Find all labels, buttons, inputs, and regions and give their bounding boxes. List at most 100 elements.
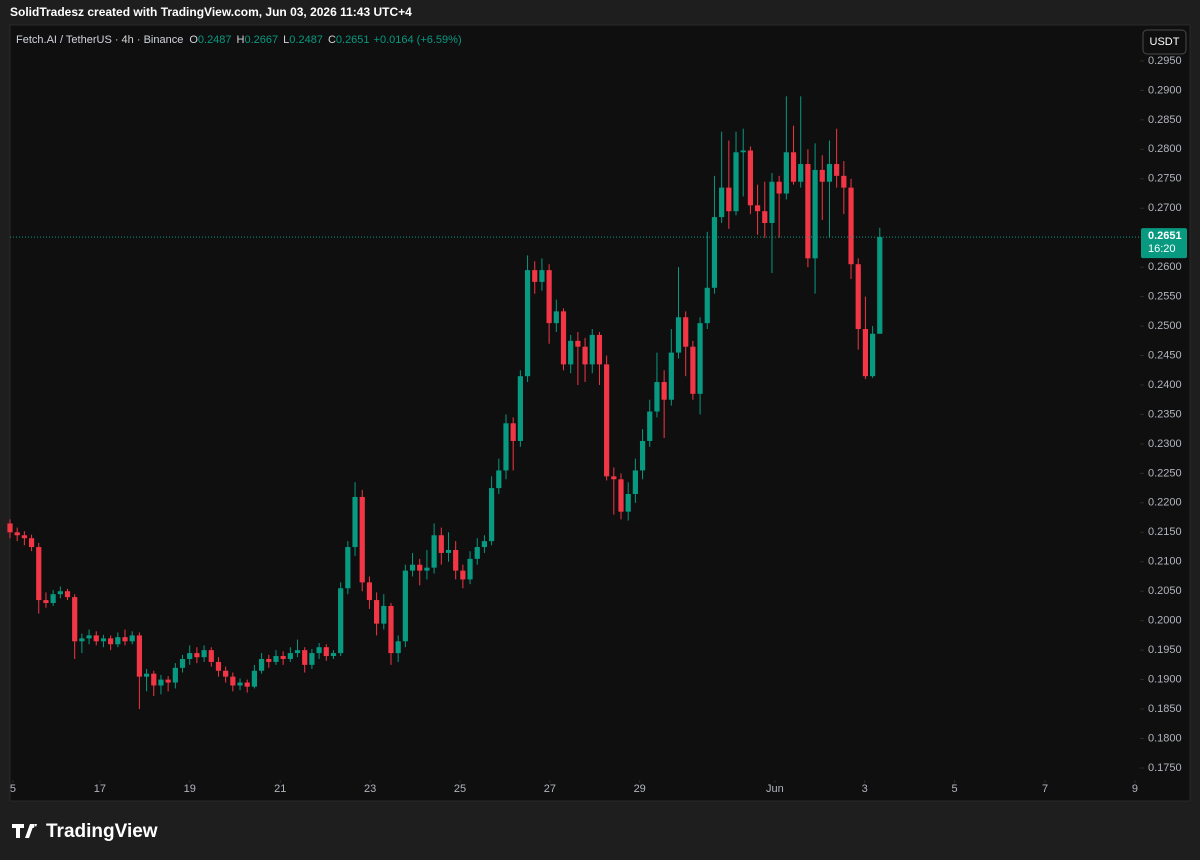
candle-body: [783, 152, 789, 194]
candle-body: [151, 673, 157, 686]
candle-body: [424, 567, 430, 571]
candle-body: [381, 605, 387, 624]
candle-body: [7, 523, 13, 533]
x-tick-label: 25: [454, 783, 466, 795]
ohlc-value: 0.2487: [198, 34, 232, 46]
currency-button[interactable]: USDT: [1150, 36, 1180, 48]
candle-body: [618, 479, 624, 512]
y-tick-label: 0.1850: [1148, 703, 1182, 715]
candle-body: [108, 638, 114, 645]
countdown-label: 16:20: [1148, 243, 1176, 255]
candle-body: [237, 682, 243, 686]
candle-body: [93, 635, 99, 642]
candle-body: [575, 340, 581, 347]
y-tick-label: 0.2550: [1148, 291, 1182, 303]
candle-body: [438, 535, 444, 553]
candle-body: [57, 591, 63, 595]
legend: Fetch.AI / TetherUS · 4h · Binance O0.248…: [16, 34, 462, 46]
candle-body: [805, 164, 811, 259]
x-tick-label: 29: [634, 783, 646, 795]
y-tick-label: 0.2450: [1148, 349, 1182, 361]
candle-body: [28, 538, 35, 548]
y-tick-label: 0.2500: [1148, 320, 1182, 332]
y-tick-label: 0.2350: [1148, 408, 1182, 420]
ohlc-key: H: [237, 34, 245, 46]
candle-body: [510, 423, 516, 441]
candle-body: [251, 670, 258, 687]
ohlc-key: O: [189, 34, 198, 46]
ohlc-value: 0.2667: [245, 34, 279, 46]
y-tick-label: 0.1950: [1148, 644, 1182, 656]
x-tick-label: 5: [10, 783, 16, 795]
candle-body: [244, 682, 250, 687]
y-tick-label: 0.2750: [1148, 173, 1182, 185]
candle-body: [43, 600, 49, 604]
candle-body: [568, 340, 574, 365]
candle-body: [359, 496, 365, 583]
candle-body: [668, 352, 674, 400]
y-tick-label: 0.2150: [1148, 526, 1182, 538]
candle-body: [273, 656, 279, 662]
candle-body: [582, 346, 588, 365]
candle-body: [158, 679, 164, 686]
change-value: +0.0164 (+6.59%): [374, 34, 462, 46]
last-price-box: [1141, 228, 1187, 259]
attribution: SolidTradesz created with TradingView.co…: [10, 5, 412, 19]
chart-panel: [9, 24, 1191, 802]
candle-body: [431, 535, 437, 568]
candle-body: [532, 270, 538, 282]
brand-name: TradingView: [46, 821, 158, 842]
candle-body: [697, 323, 703, 394]
candle-body: [201, 650, 207, 658]
candle-body: [366, 582, 373, 601]
candle-body: [467, 558, 473, 580]
y-tick-label: 0.2900: [1148, 84, 1182, 96]
y-tick-label: 0.2800: [1148, 143, 1182, 155]
candle-body: [352, 496, 358, 548]
candle-body: [395, 641, 401, 654]
last-price-label: 0.2651: [1148, 230, 1182, 242]
candle-body: [122, 637, 128, 642]
candle-body: [100, 638, 107, 642]
ohlc-value: 0.2487: [289, 34, 323, 46]
candle-body: [632, 470, 638, 495]
candle-body: [834, 164, 840, 176]
candle-body: [21, 535, 27, 539]
candle-body: [524, 270, 531, 377]
x-tick-label: 5: [951, 783, 957, 795]
x-tick-label: 27: [544, 783, 556, 795]
candle-body: [604, 364, 610, 477]
x-tick-label: 19: [184, 783, 196, 795]
candle-body: [165, 679, 171, 683]
candle-body: [769, 181, 775, 223]
candle-body: [869, 333, 876, 377]
candle-body: [309, 653, 315, 665]
candle-body: [474, 547, 480, 559]
y-tick-label: 0.1750: [1148, 762, 1182, 774]
candle-body: [489, 488, 495, 542]
candle-body: [215, 661, 222, 671]
symbol-title: Fetch.AI / TetherUS · 4h · Binance: [16, 34, 183, 46]
candle-body: [762, 211, 768, 223]
candle-body: [877, 237, 883, 334]
candle-body: [481, 541, 488, 548]
candle-body: [187, 653, 193, 659]
candle-body: [517, 376, 523, 441]
candle-body: [86, 635, 92, 639]
candle-body: [503, 423, 509, 471]
y-tick-label: 0.2950: [1148, 55, 1182, 67]
candle-body: [194, 653, 200, 658]
candle-body: [675, 317, 682, 353]
candle-body: [862, 329, 869, 377]
candle-body: [719, 187, 725, 218]
candle-body: [790, 152, 797, 182]
candle-body: [496, 470, 502, 489]
y-tick-label: 0.2100: [1148, 556, 1182, 568]
candle-body: [841, 175, 847, 188]
candle-body: [596, 334, 603, 365]
candle-body: [798, 164, 804, 182]
x-tick-label: 3: [862, 783, 868, 795]
y-tick-label: 0.2300: [1148, 438, 1182, 450]
candle-body: [79, 638, 85, 642]
